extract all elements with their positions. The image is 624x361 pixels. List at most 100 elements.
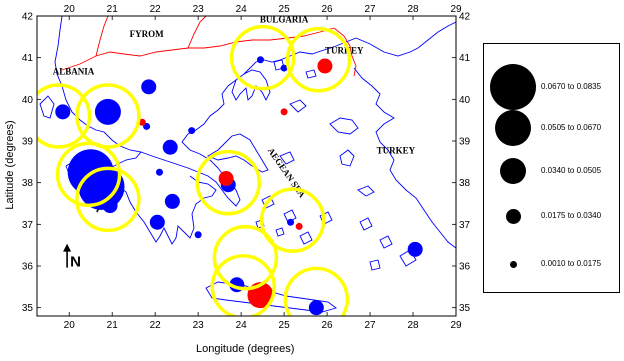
x-tick-label: 29: [450, 320, 462, 331]
red-data-point: [295, 222, 303, 230]
region-label: BULGARIA: [260, 14, 309, 24]
coastline-layer: [39, 16, 456, 313]
y-tick-label-right: 38: [459, 178, 471, 189]
islands-dodecanese: [359, 217, 417, 271]
north-arrow: N: [63, 243, 81, 271]
blue-data-point: [143, 122, 151, 130]
blue-data-point: [188, 127, 196, 135]
island-samothrace: [305, 69, 317, 79]
north-arrow-head: [63, 243, 72, 252]
island-skyros: [279, 151, 295, 165]
yellow-ring: [229, 24, 296, 91]
border-fyrom-bulgaria: [187, 16, 207, 49]
legend-symbol: [509, 260, 517, 268]
blue-data-point: [308, 300, 324, 316]
y-tick-label: 35: [22, 303, 34, 314]
y-tick-label: 36: [22, 262, 34, 273]
yellow-ring: [55, 141, 122, 208]
north-arrow-label: N: [70, 254, 81, 271]
red-data-point: [280, 108, 288, 116]
data-points: [37, 24, 423, 316]
x-tick-label: 22: [150, 320, 162, 331]
yellow-ring: [75, 83, 141, 149]
y-tick-label: 40: [22, 95, 34, 106]
x-tick-label-top: 24: [236, 4, 248, 15]
x-tick-label: 26: [322, 320, 334, 331]
blue-data-point: [256, 56, 264, 64]
region-label: TURKEY: [377, 146, 416, 156]
legend: 0.0670 to 0.0835 0.0505 to 0.0670 0.0340 t…: [483, 43, 620, 293]
x-tick-label: 23: [193, 320, 205, 331]
legend-label: 0.0670 to 0.0835: [541, 82, 602, 91]
legend-label: 0.0505 to 0.0670: [541, 123, 602, 132]
x-tick-label-top: 26: [322, 4, 334, 15]
y-tick-label-right: 39: [459, 137, 471, 148]
island-crete: [205, 281, 337, 313]
region-label: ALBANIA: [53, 66, 95, 76]
x-tick-label-top: 28: [407, 4, 419, 15]
legend-symbol: [490, 64, 536, 110]
legend-label: 0.0175 to 0.0340: [541, 211, 602, 220]
y-tick-label-right: 36: [459, 262, 471, 273]
x-tick-label-top: 20: [64, 4, 76, 15]
axis-ticks: 20 20 21 21 22 22 23 23 24 24 25 25 26 26 27 27 28 28 29 29…: [22, 4, 471, 331]
x-tick-label-top: 22: [150, 4, 162, 15]
coastline-turkey: [353, 21, 456, 249]
yellow-ring: [212, 224, 279, 291]
x-tick-label-top: 23: [193, 4, 205, 15]
border-greece-turkey: [333, 27, 357, 77]
red-data-point: [138, 118, 146, 126]
y-tick-label: 38: [22, 178, 34, 189]
legend-label: 0.0010 to 0.0175: [541, 259, 602, 268]
y-tick-label-right: 40: [459, 95, 471, 106]
x-tick-label-top: 27: [364, 4, 376, 15]
y-tick-label-right: 41: [459, 53, 471, 64]
island-lemnos: [289, 99, 307, 113]
yellow-ring: [285, 27, 352, 93]
blue-data-point: [280, 64, 288, 72]
blue-data-point: [55, 104, 71, 120]
y-tick-label: 39: [22, 137, 34, 148]
x-axis-title: Longitude (degrees): [196, 343, 295, 355]
x-tick-label-top: 25: [279, 4, 291, 15]
island-euboea: [206, 133, 269, 173]
x-tick-label: 21: [107, 320, 119, 331]
yellow-ring: [283, 266, 350, 316]
yellow-ring: [210, 254, 277, 316]
island-lesvos: [329, 117, 359, 135]
national-borders: [61, 16, 357, 77]
blue-data-point: [194, 231, 202, 239]
x-tick-label: 28: [407, 320, 419, 331]
y-tick-label-right: 42: [459, 12, 471, 23]
blue-data-point: [94, 98, 121, 125]
x-tick-label-top: 29: [450, 4, 462, 15]
x-tick-label-top: 21: [107, 4, 119, 15]
y-tick-label-right: 35: [459, 303, 471, 314]
plot-frame: [36, 15, 457, 317]
legend-symbol: [495, 110, 531, 146]
legend-label: 0.0340 to 0.0505: [541, 166, 602, 175]
coastline-west: [54, 16, 217, 245]
blue-data-point: [141, 79, 157, 95]
blue-data-point: [162, 139, 178, 155]
legend-symbol: [505, 208, 521, 224]
blue-data-point: [155, 168, 163, 176]
red-data-point: [218, 171, 234, 186]
blue-data-point: [149, 214, 165, 230]
island-corfu: [39, 95, 55, 119]
island-samos: [357, 185, 375, 197]
x-tick-label: 27: [364, 320, 376, 331]
yellow-ring: [259, 187, 326, 253]
yellow-ring: [37, 83, 92, 149]
y-axis-title: Latitude (degrees): [4, 120, 16, 210]
region-label: FYROM: [130, 29, 164, 39]
islands-cyclades: [255, 195, 333, 245]
yellow-ring: [195, 149, 261, 216]
y-tick-label-right: 37: [459, 220, 471, 231]
y-tick-label: 42: [22, 12, 34, 23]
legend-symbol: [500, 158, 526, 184]
x-tick-label: 24: [236, 320, 248, 331]
region-label: TURKEY: [325, 46, 364, 56]
